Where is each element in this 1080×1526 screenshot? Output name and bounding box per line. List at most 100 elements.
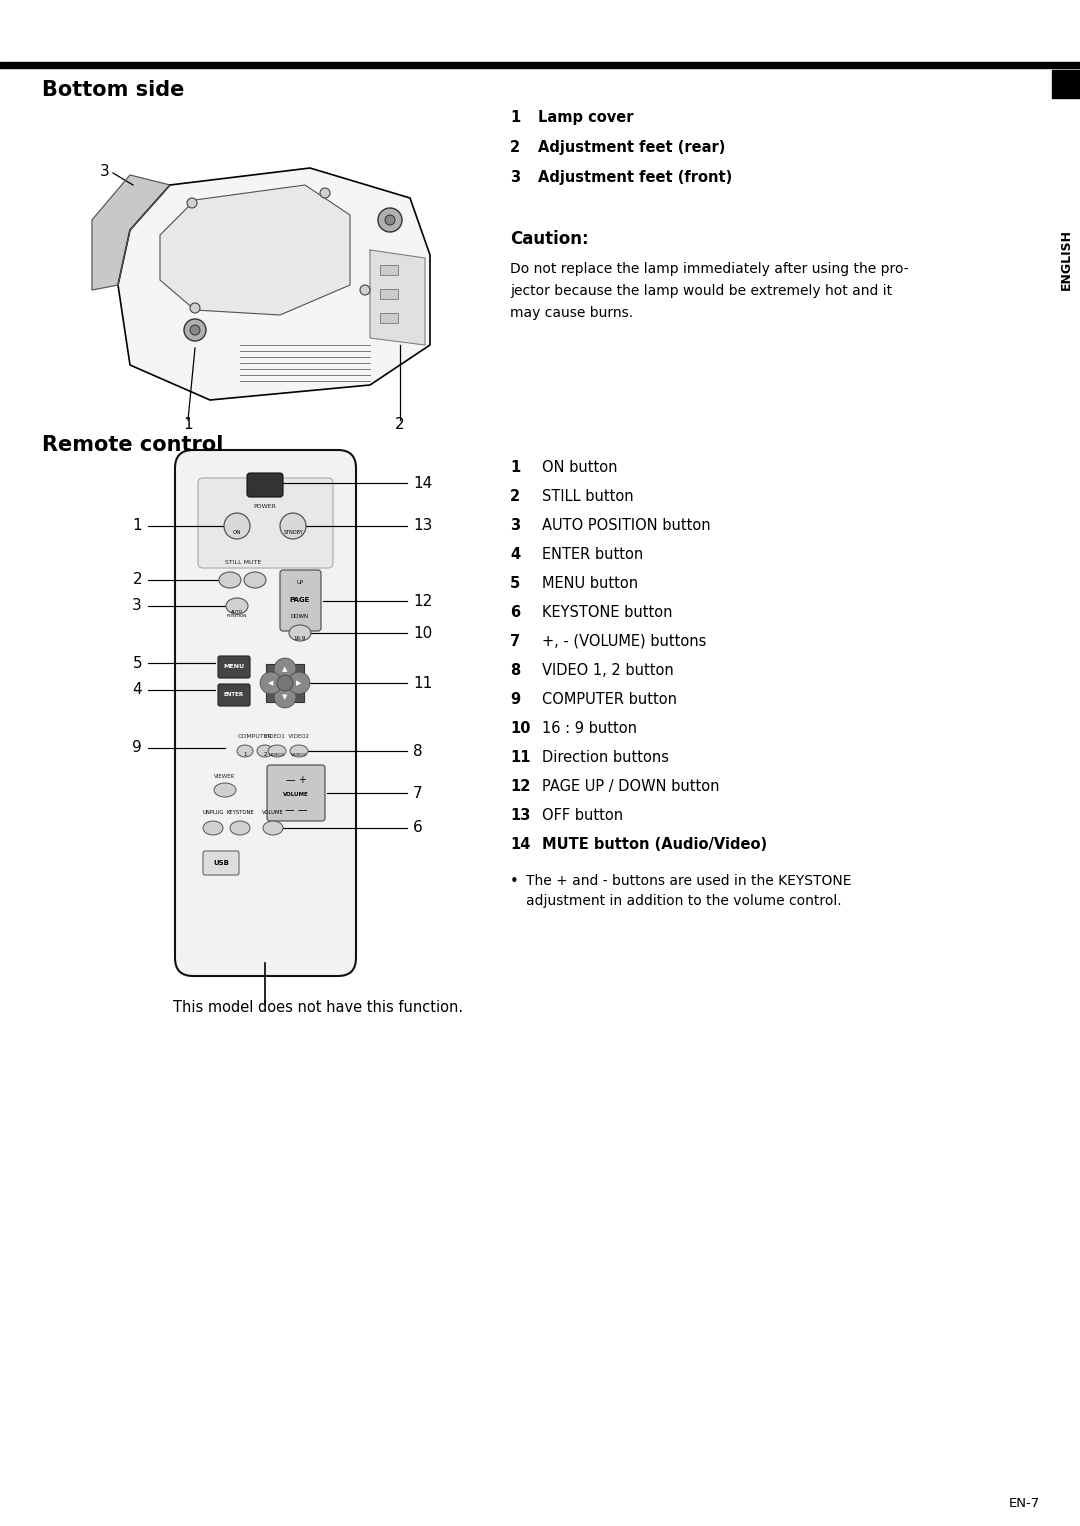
Text: KEYSTONE button: KEYSTONE button xyxy=(542,604,673,620)
Text: MUTE button (Audio/Video): MUTE button (Audio/Video) xyxy=(542,836,767,852)
Text: 9: 9 xyxy=(132,740,141,755)
Text: ON: ON xyxy=(233,530,241,534)
Text: EN-7: EN-7 xyxy=(1009,1497,1040,1511)
Ellipse shape xyxy=(203,821,222,835)
Ellipse shape xyxy=(260,671,282,694)
Text: 9: 9 xyxy=(510,691,521,707)
Text: VOLUME: VOLUME xyxy=(262,810,284,815)
Text: MENU button: MENU button xyxy=(542,575,638,591)
Ellipse shape xyxy=(288,671,310,694)
Text: Bottom side: Bottom side xyxy=(42,79,185,101)
Text: VIDEO2: VIDEO2 xyxy=(291,752,307,757)
Text: 16:9: 16:9 xyxy=(294,635,307,641)
Text: may cause burns.: may cause burns. xyxy=(510,307,633,320)
Text: 2: 2 xyxy=(133,572,141,588)
Text: VIEWER: VIEWER xyxy=(214,774,235,778)
Circle shape xyxy=(320,188,330,198)
Text: USB: USB xyxy=(213,861,229,865)
Text: 11: 11 xyxy=(510,749,530,765)
Circle shape xyxy=(384,215,395,224)
Text: VIDEO1: VIDEO1 xyxy=(269,752,285,757)
Circle shape xyxy=(360,285,370,295)
Text: COMPUTER button: COMPUTER button xyxy=(542,691,677,707)
Text: MENU: MENU xyxy=(224,664,244,670)
FancyBboxPatch shape xyxy=(218,656,249,678)
Ellipse shape xyxy=(289,626,311,641)
Text: 6: 6 xyxy=(510,604,521,620)
Text: PAGE: PAGE xyxy=(289,597,310,603)
Text: 2: 2 xyxy=(510,488,521,504)
Text: VIDEO 1, 2 button: VIDEO 1, 2 button xyxy=(542,662,674,678)
Text: DOWN: DOWN xyxy=(291,615,309,620)
Circle shape xyxy=(190,304,200,313)
Text: Direction buttons: Direction buttons xyxy=(542,749,669,765)
Text: AUTO POSITION button: AUTO POSITION button xyxy=(542,517,711,533)
Text: 4: 4 xyxy=(510,546,521,562)
Text: STILL MUTE: STILL MUTE xyxy=(225,560,261,566)
Text: Do not replace the lamp immediately after using the pro-: Do not replace the lamp immediately afte… xyxy=(510,262,908,276)
Text: 4: 4 xyxy=(133,682,141,697)
Text: POWER: POWER xyxy=(254,504,276,508)
Text: 3: 3 xyxy=(132,598,141,613)
Polygon shape xyxy=(370,250,426,345)
Text: Adjustment feet (rear): Adjustment feet (rear) xyxy=(538,140,726,156)
Text: 5: 5 xyxy=(510,575,521,591)
Circle shape xyxy=(184,319,206,340)
Text: 3: 3 xyxy=(510,517,521,533)
FancyBboxPatch shape xyxy=(267,765,325,821)
Text: 3: 3 xyxy=(510,169,521,185)
Bar xyxy=(0,63,1080,69)
Text: 8: 8 xyxy=(510,662,521,678)
Text: ▲: ▲ xyxy=(282,665,287,671)
Text: Lamp cover: Lamp cover xyxy=(538,110,634,125)
FancyBboxPatch shape xyxy=(198,478,333,568)
Text: KEYSTONE: KEYSTONE xyxy=(226,810,254,815)
Text: ON button: ON button xyxy=(542,459,618,475)
Text: 12: 12 xyxy=(413,594,432,609)
Circle shape xyxy=(378,208,402,232)
Text: — —: — — xyxy=(285,806,308,815)
Text: 1: 1 xyxy=(133,519,141,534)
Circle shape xyxy=(280,513,306,539)
Text: PAGE UP / DOWN button: PAGE UP / DOWN button xyxy=(542,778,719,794)
Text: 13: 13 xyxy=(510,807,530,823)
Ellipse shape xyxy=(291,745,308,757)
Polygon shape xyxy=(118,168,430,400)
Text: ENTER: ENTER xyxy=(224,693,244,697)
Circle shape xyxy=(187,198,197,208)
Text: COMPUTER: COMPUTER xyxy=(238,734,272,739)
Text: — +: — + xyxy=(285,775,307,784)
Text: 8: 8 xyxy=(413,743,422,758)
Text: 2: 2 xyxy=(395,417,405,432)
Text: adjustment in addition to the volume control.: adjustment in addition to the volume con… xyxy=(526,894,841,908)
Text: VIDEO1  VIDEO2: VIDEO1 VIDEO2 xyxy=(265,734,310,739)
Text: The + and - buttons are used in the KEYSTONE: The + and - buttons are used in the KEYS… xyxy=(526,874,851,888)
Text: +, - (VOLUME) buttons: +, - (VOLUME) buttons xyxy=(542,633,706,649)
Text: STILL button: STILL button xyxy=(542,488,634,504)
Text: 1: 1 xyxy=(510,110,521,125)
Text: 1: 1 xyxy=(243,752,246,757)
Ellipse shape xyxy=(230,821,249,835)
Ellipse shape xyxy=(244,572,266,588)
Ellipse shape xyxy=(226,598,248,613)
Ellipse shape xyxy=(219,572,241,588)
Text: VOLUME: VOLUME xyxy=(283,792,309,798)
Text: •: • xyxy=(510,874,518,890)
Text: jector because the lamp would be extremely hot and it: jector because the lamp would be extreme… xyxy=(510,284,892,298)
Text: ◀: ◀ xyxy=(268,681,273,687)
FancyBboxPatch shape xyxy=(175,450,356,977)
Bar xyxy=(266,664,303,702)
Text: 14: 14 xyxy=(510,836,530,852)
Text: 1: 1 xyxy=(510,459,521,475)
Ellipse shape xyxy=(268,745,286,757)
Ellipse shape xyxy=(274,658,296,681)
Ellipse shape xyxy=(264,821,283,835)
Polygon shape xyxy=(92,175,170,290)
Ellipse shape xyxy=(237,745,253,757)
Text: 11: 11 xyxy=(413,676,432,690)
Circle shape xyxy=(276,674,293,691)
Text: Remote control: Remote control xyxy=(42,435,224,455)
Text: 13: 13 xyxy=(413,519,432,534)
Text: This model does not have this function.: This model does not have this function. xyxy=(173,1000,463,1015)
Bar xyxy=(380,288,399,299)
